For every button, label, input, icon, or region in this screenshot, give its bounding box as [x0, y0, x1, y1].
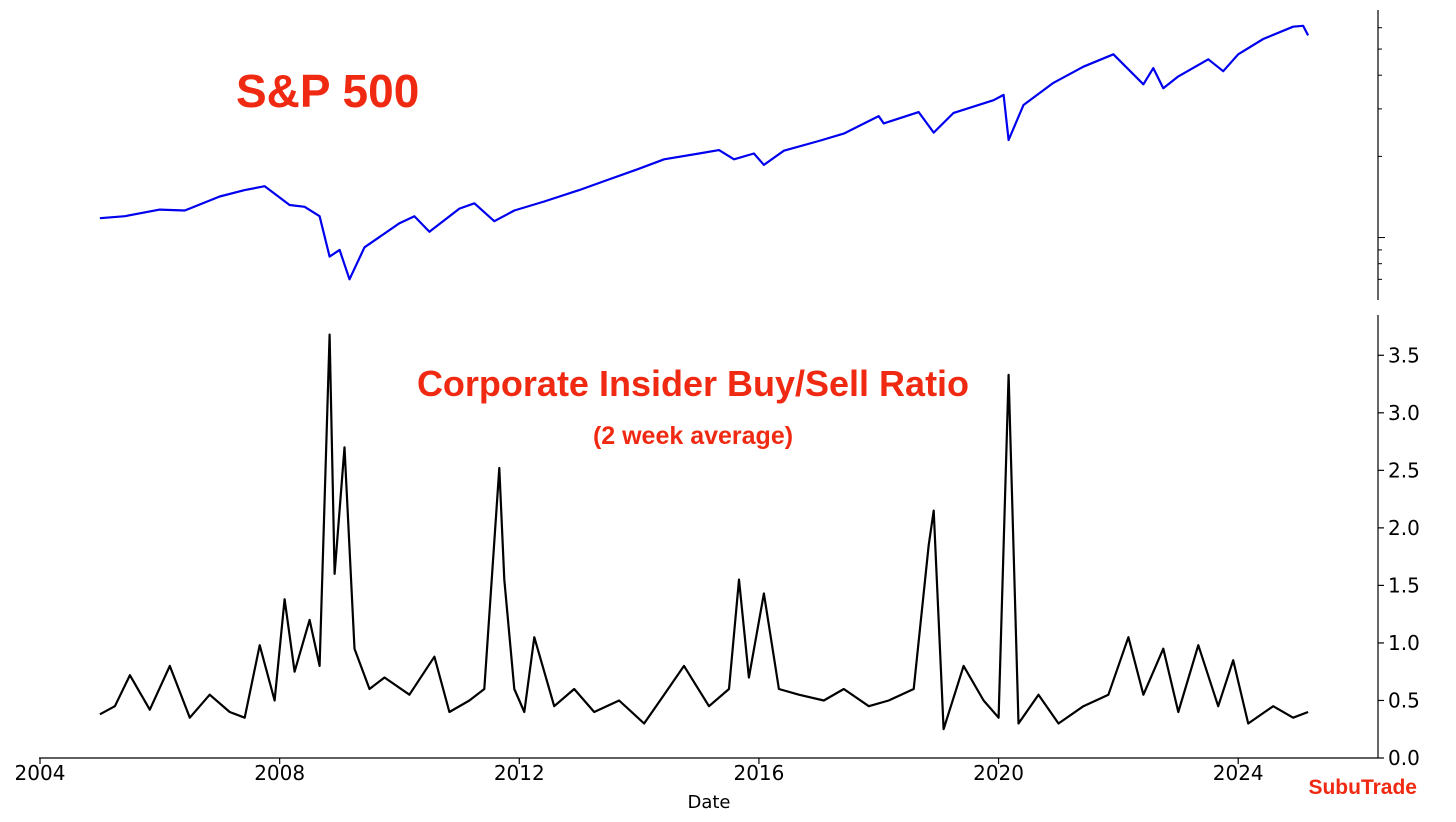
- brand-watermark: SubuTrade: [1308, 776, 1417, 799]
- ratio-y-tick-label: 3.0: [1388, 401, 1420, 425]
- ratio-y-tick-label: 2.5: [1388, 458, 1420, 482]
- ratio-y-ticks: 0.0 0.5 1.0 1.5 2.0 2.5 3.0 3.5: [1378, 343, 1420, 770]
- date-x-tick-label: 2024: [1213, 761, 1264, 785]
- insider-ratio-panel: 0.0 0.5 1.0 1.5 2.0 2.5 3.0 3.5 2004 2008 2012 201…: [15, 315, 1420, 813]
- insider-ratio-title: Corporate Insider Buy/Sell Ratio: [417, 363, 969, 404]
- x-axis-title: Date: [687, 792, 730, 813]
- ratio-y-tick-label: 1.0: [1388, 631, 1420, 655]
- date-x-tick-label: 2020: [973, 761, 1024, 785]
- sp500-y-ticks: [1378, 27, 1385, 280]
- sp500-panel: S&P 500: [99, 10, 1385, 300]
- date-x-tick-label: 2004: [15, 761, 66, 785]
- date-x-tick-label: 2016: [733, 761, 784, 785]
- ratio-y-tick-label: 0.0: [1388, 746, 1420, 770]
- insider-ratio-subtitle: (2 week average): [593, 422, 793, 450]
- insider-ratio-series-line: [99, 333, 1309, 731]
- date-x-tick-label: 2012: [494, 761, 545, 785]
- date-x-tick-label: 2008: [254, 761, 305, 785]
- ratio-y-tick-label: 2.0: [1388, 516, 1420, 540]
- ratio-y-tick-label: 0.5: [1388, 688, 1420, 712]
- ratio-y-tick-label: 1.5: [1388, 573, 1420, 597]
- sp500-series-line: [99, 24, 1310, 281]
- date-x-ticks: 2004 2008 2012 2016 2020 2024: [15, 758, 1264, 785]
- ratio-y-tick-label: 3.5: [1388, 343, 1420, 367]
- sp500-title: S&P 500: [236, 65, 419, 117]
